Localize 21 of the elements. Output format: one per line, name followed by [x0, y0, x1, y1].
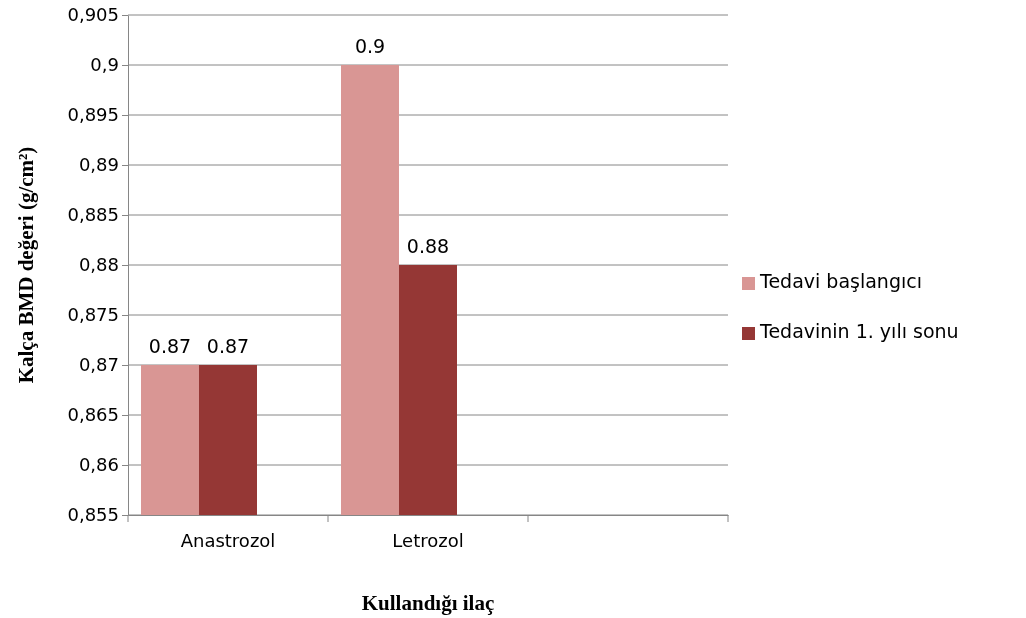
y-tick-label: 0,855: [67, 504, 119, 526]
y-tick-label: 0,89: [78, 154, 119, 176]
legend-label: Tedavi başlangıcı: [759, 270, 922, 292]
y-tick-label: 0,88: [78, 254, 119, 276]
y-tick-label: 0,87: [78, 354, 119, 376]
y-axis-title: Kalça BMD değeri (g/cm²): [14, 146, 38, 384]
x-tick-label: Anastrozol: [180, 529, 276, 551]
y-tick-label: 0,905: [67, 4, 119, 26]
y-tick-label: 0,875: [67, 304, 119, 326]
y-tick-label: 0,895: [67, 104, 119, 126]
data-label: 0.88: [406, 235, 450, 257]
y-tick-label: 0,86: [78, 454, 119, 476]
y-tick-label: 0,9: [90, 54, 119, 76]
data-label: 0.87: [148, 335, 192, 357]
legend-label: Tedavinin 1. yılı sonu: [759, 320, 959, 342]
y-tick-label: 0,885: [67, 204, 119, 226]
x-axis-title: Kullandığı ilaç: [361, 591, 495, 615]
x-tick-label: Letrozol: [392, 529, 464, 551]
data-label: 0.9: [354, 35, 386, 57]
y-tick-label: 0,865: [67, 404, 119, 426]
data-label: 0.87: [206, 335, 250, 357]
